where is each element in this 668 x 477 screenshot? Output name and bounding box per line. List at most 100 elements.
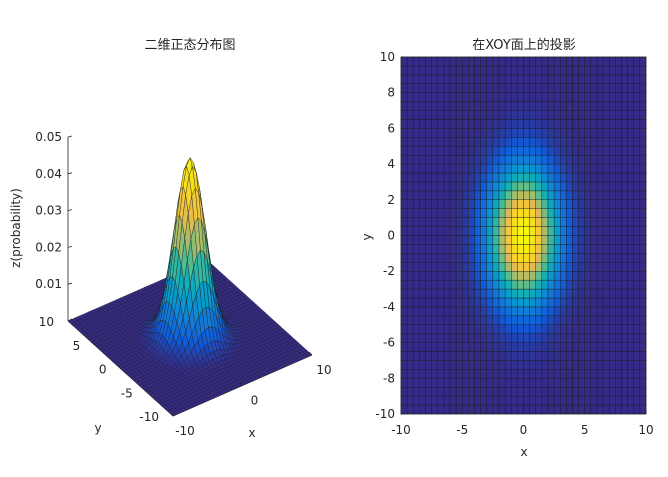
projection-cell bbox=[400, 395, 408, 406]
projection-cell bbox=[529, 244, 536, 254]
projection-cell bbox=[486, 297, 494, 308]
projection-cell bbox=[553, 101, 561, 111]
projection-cell bbox=[517, 279, 524, 290]
projection-cell bbox=[621, 271, 628, 281]
projection-cell bbox=[443, 217, 451, 227]
projection-cell bbox=[529, 253, 536, 263]
surface-title: 二维正态分布图 bbox=[144, 38, 235, 53]
projection-cell bbox=[468, 342, 475, 352]
projection-cell bbox=[566, 128, 573, 138]
projection-cell bbox=[584, 306, 592, 317]
projection-cell bbox=[529, 395, 536, 406]
projection-cell bbox=[553, 137, 561, 147]
x-tick-label: -10 bbox=[391, 423, 411, 437]
projection-cell bbox=[511, 395, 518, 406]
projection-cell bbox=[419, 181, 426, 192]
projection-cell bbox=[468, 288, 475, 299]
projection-cell bbox=[535, 395, 543, 406]
projection-cell bbox=[627, 146, 634, 156]
projection-cell bbox=[431, 217, 438, 227]
projection-cell bbox=[566, 110, 573, 120]
projection-cell bbox=[462, 208, 469, 218]
projection-cell bbox=[590, 253, 598, 263]
projection-cell bbox=[425, 315, 432, 325]
projection-cell bbox=[529, 235, 536, 245]
projection-cell bbox=[633, 387, 641, 397]
projection-cell bbox=[535, 146, 543, 156]
projection-cell bbox=[560, 315, 567, 325]
projection-cell bbox=[462, 199, 469, 209]
projection-cell bbox=[566, 137, 573, 147]
projection-cell bbox=[572, 119, 579, 129]
projection-cell bbox=[413, 351, 420, 361]
projection-cell bbox=[621, 190, 628, 201]
projection-cell bbox=[541, 297, 549, 308]
projection-cell bbox=[486, 387, 494, 397]
projection-cell bbox=[621, 360, 628, 370]
projection-cell bbox=[406, 288, 414, 299]
projection-cell bbox=[535, 92, 543, 102]
projection-cell bbox=[553, 154, 561, 165]
projection-cell bbox=[419, 244, 426, 254]
projection-cell bbox=[639, 378, 647, 388]
projection-cell bbox=[511, 387, 518, 397]
projection-cell bbox=[443, 101, 451, 111]
projection-cell bbox=[596, 360, 604, 370]
projection-cell bbox=[566, 56, 573, 67]
projection-cell bbox=[449, 351, 457, 361]
projection-cell bbox=[590, 208, 598, 218]
projection-cell bbox=[633, 244, 641, 254]
projection-cell bbox=[584, 271, 592, 281]
projection-cell bbox=[590, 56, 598, 67]
projection-cell bbox=[596, 395, 604, 406]
projection-cell bbox=[455, 244, 463, 254]
projection-cell bbox=[547, 404, 555, 415]
projection-cell bbox=[517, 324, 524, 334]
projection-cell bbox=[443, 235, 451, 245]
projection-cell bbox=[517, 333, 524, 343]
projection-cell bbox=[602, 387, 610, 397]
projection-cell bbox=[437, 190, 445, 201]
projection-cell bbox=[400, 172, 408, 183]
projection-cell bbox=[547, 217, 555, 227]
projection-cell bbox=[413, 387, 420, 397]
projection-cell bbox=[449, 404, 457, 415]
projection-cell bbox=[553, 279, 561, 290]
projection-cell bbox=[431, 181, 438, 192]
projection-cell bbox=[621, 279, 628, 290]
projection-cell bbox=[553, 324, 561, 334]
projection-cell bbox=[480, 119, 487, 129]
projection-cell bbox=[474, 315, 481, 325]
projection-cell bbox=[609, 74, 616, 84]
projection-cell bbox=[566, 65, 573, 76]
projection-cell bbox=[406, 92, 414, 102]
projection-cell bbox=[615, 56, 622, 67]
projection-cell bbox=[529, 288, 536, 299]
y-tick-label: 10 bbox=[380, 50, 395, 64]
projection-cell bbox=[406, 172, 414, 183]
projection-cell bbox=[511, 404, 518, 415]
projection-cell bbox=[400, 324, 408, 334]
projection-cell bbox=[413, 279, 420, 290]
projection-cell bbox=[480, 74, 487, 84]
projection-cell bbox=[462, 297, 469, 308]
projection-cell bbox=[443, 315, 451, 325]
projection-cell bbox=[437, 56, 445, 67]
projection-cell bbox=[400, 190, 408, 201]
projection-cell bbox=[639, 74, 647, 84]
projection-cell bbox=[504, 253, 512, 263]
projection-cell bbox=[621, 333, 628, 343]
projection-cell bbox=[474, 378, 481, 388]
projection-cell bbox=[627, 387, 634, 397]
projection-cell bbox=[553, 395, 561, 406]
projection-cell bbox=[621, 378, 628, 388]
projection-cell bbox=[523, 244, 530, 254]
projection-cell bbox=[566, 146, 573, 156]
projection-cell bbox=[413, 83, 420, 93]
projection-cell bbox=[584, 288, 592, 299]
projection-cell bbox=[523, 65, 530, 76]
projection-cell bbox=[609, 333, 616, 343]
projection-cell bbox=[553, 56, 561, 67]
projection-cell bbox=[400, 333, 408, 343]
projection-cell bbox=[437, 360, 445, 370]
